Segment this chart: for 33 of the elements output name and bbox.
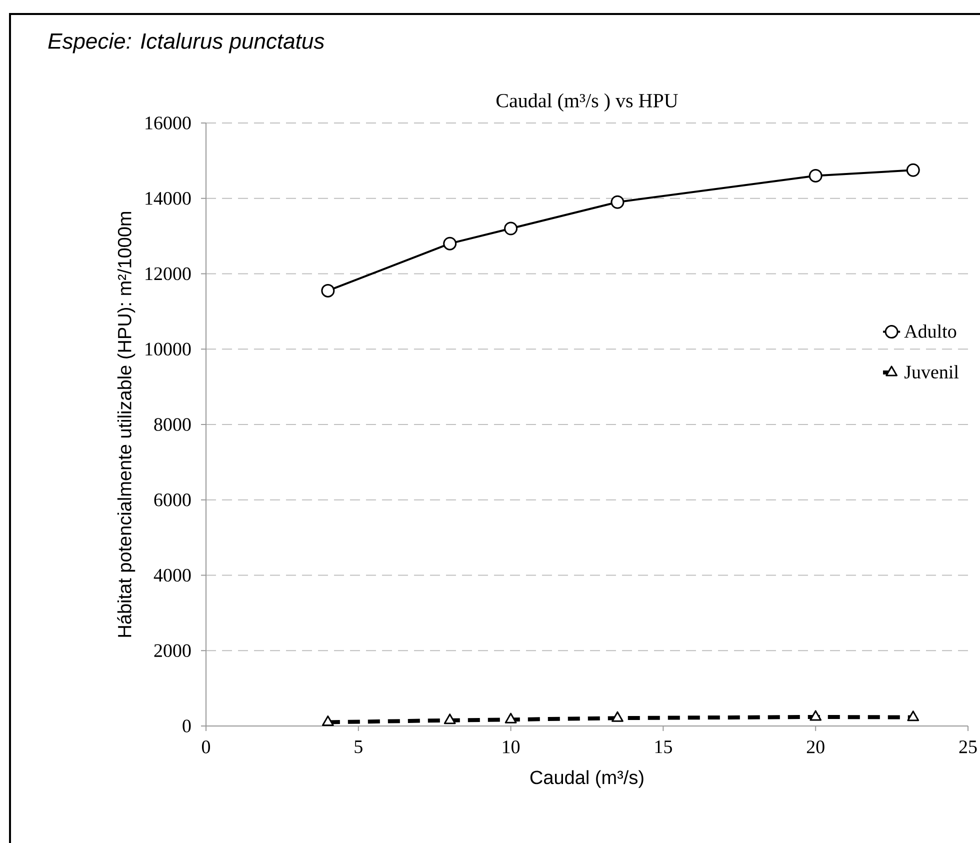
x-tick-label: 5: [354, 740, 362, 754]
x-tick-label: 0: [202, 740, 210, 754]
y-tick-label: 8000: [154, 418, 191, 431]
point: [322, 715, 334, 726]
point: [444, 714, 456, 724]
x-tick-label: 15: [655, 740, 672, 754]
point: [504, 222, 518, 236]
x-tick-label: 10: [502, 740, 520, 754]
point: [443, 236, 457, 250]
point: [612, 711, 624, 722]
x-tick-label: 25: [959, 740, 977, 754]
y-tick-label: 2000: [154, 644, 191, 658]
text: Especie: Ictalurus punctatus: [48, 32, 324, 54]
x-tick-label: 20: [806, 740, 824, 754]
point: [906, 163, 920, 177]
x-axis-title: Caudal (m³/s): [530, 770, 644, 788]
legend-label: Juvenil: [904, 365, 959, 379]
y-tick-label: 10000: [146, 342, 191, 356]
chart-title: Caudal (m³/s ) vs HPU: [496, 93, 678, 112]
point: [808, 169, 822, 183]
y-tick-label: 0: [182, 720, 191, 732]
y-tick-label: 6000: [154, 493, 191, 506]
y-tick-label: 4000: [154, 568, 191, 582]
point: [810, 710, 822, 721]
legend-label: Adulto: [904, 324, 956, 338]
y-tick-label: 12000: [146, 267, 191, 280]
point: [504, 712, 517, 724]
point: [321, 284, 335, 298]
point: [610, 195, 624, 209]
y-axis-title: Hábitat potencialmente utilizable (HPU): m²/1000m: [117, 212, 136, 637]
y-tick-label: 16000: [146, 116, 191, 130]
point: [907, 710, 920, 722]
y-tick-label: 14000: [146, 192, 191, 205]
